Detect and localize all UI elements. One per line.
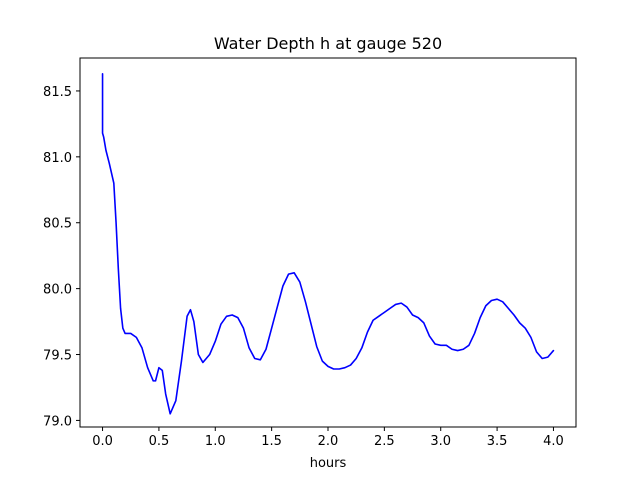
x-tick-label: 4.0 xyxy=(543,434,564,449)
x-tick-label: 0.0 xyxy=(92,434,113,449)
y-tick-label: 81.0 xyxy=(43,151,72,166)
x-tick-label: 2.0 xyxy=(318,434,339,449)
x-tick-label: 3.5 xyxy=(487,434,508,449)
series-line xyxy=(101,73,555,415)
x-tick-label: 1.0 xyxy=(205,434,226,449)
y-tick-label: 79.0 xyxy=(43,414,72,429)
x-axis-label: hours xyxy=(310,456,347,471)
y-tick-label: 79.5 xyxy=(43,349,72,364)
y-tick-label: 81.5 xyxy=(43,85,72,100)
x-tick-label: 3.0 xyxy=(430,434,451,449)
y-tick-label: 80.0 xyxy=(43,283,72,298)
chart-title: Water Depth h at gauge 520 xyxy=(214,34,442,53)
plot-area: 0.0 0.5 1.0 1.5 2.0 2.5 3.0 3.5 4.0 79.0 79.5 80.0 8… xyxy=(43,57,577,449)
y-tick-label: 80.5 xyxy=(43,217,72,232)
x-tick-label: 1.5 xyxy=(261,434,282,449)
x-tick-label: 2.5 xyxy=(374,434,395,449)
x-tick-label: 0.5 xyxy=(149,434,170,449)
